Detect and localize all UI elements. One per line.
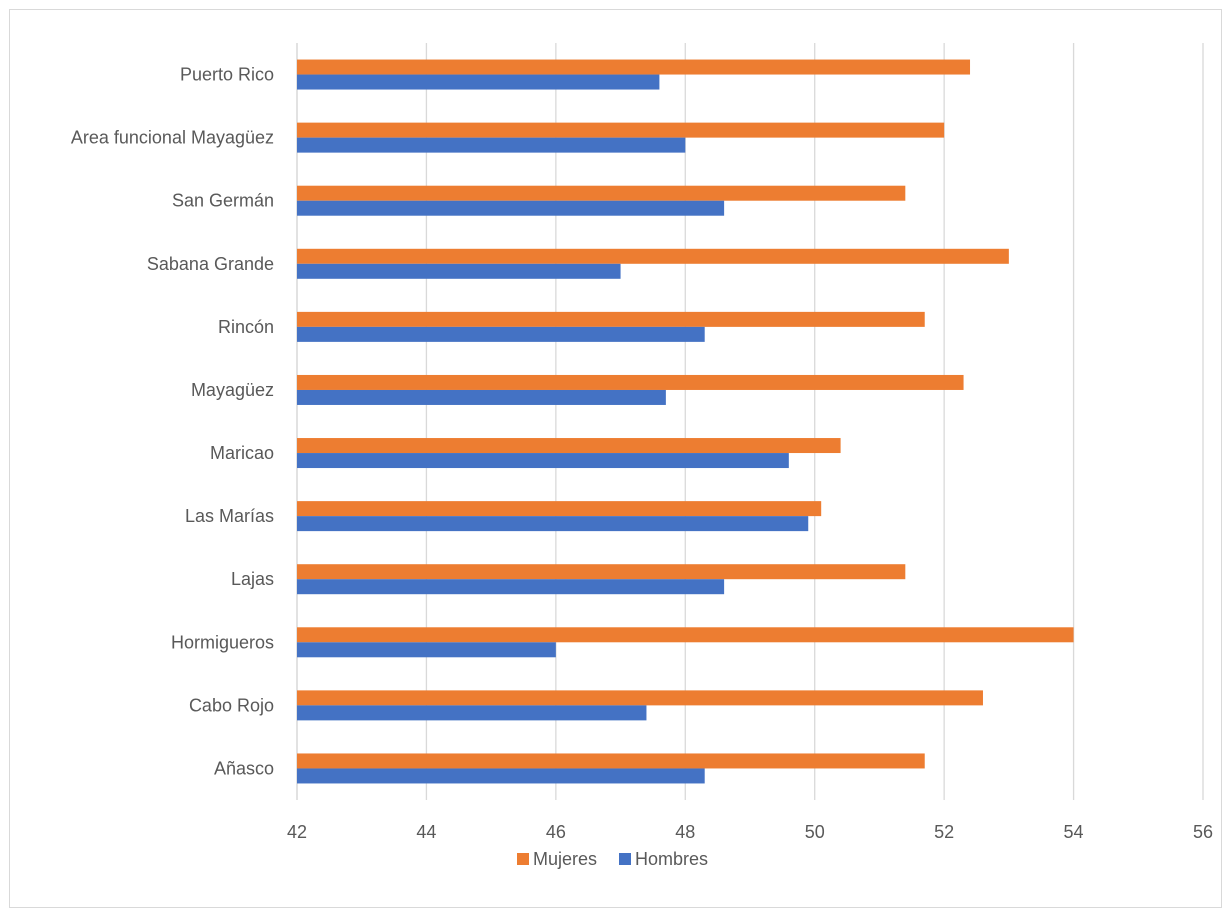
x-tick-label: 48	[675, 822, 695, 842]
category-label: San Germán	[172, 191, 274, 211]
x-tick-labels: 42 44 46 48 50 52 54 56	[287, 822, 1213, 842]
category-label: Las Marías	[185, 506, 274, 526]
bar-hombres	[297, 453, 789, 469]
bar-hombres	[297, 768, 705, 784]
category-label: Añasco	[214, 758, 274, 778]
x-tick-label: 56	[1193, 822, 1213, 842]
bar-hombres	[297, 137, 686, 153]
x-tick-label: 52	[934, 822, 954, 842]
bar-mujeres	[297, 690, 983, 706]
bar-hombres	[297, 263, 621, 279]
category-label: Sabana Grande	[147, 254, 274, 274]
bar-mujeres	[297, 627, 1074, 643]
bar-mujeres	[297, 753, 925, 769]
bar-mujeres	[297, 185, 906, 201]
category-label: Maricao	[210, 443, 274, 463]
category-label: Rincón	[218, 317, 274, 337]
legend-swatch-hombres	[619, 853, 631, 865]
bar-mujeres	[297, 438, 841, 454]
x-tick-label: 50	[805, 822, 825, 842]
bar-mujeres	[297, 122, 945, 138]
bar-mujeres	[297, 59, 971, 75]
bar-hombres	[297, 705, 647, 721]
bar-hombres	[297, 389, 666, 405]
bar-hombres	[297, 579, 725, 595]
bar-hombres	[297, 326, 705, 342]
x-tick-label: 46	[546, 822, 566, 842]
x-tick-label: 54	[1064, 822, 1084, 842]
bar-hombres	[297, 200, 725, 216]
legend: Mujeres Hombres	[517, 849, 708, 869]
legend-label-hombres: Hombres	[635, 849, 708, 869]
category-label: Hormigueros	[171, 632, 274, 652]
gridlines	[296, 43, 1204, 800]
category-label: Mayagüez	[191, 380, 274, 400]
category-label: Area funcional Mayagüez	[71, 128, 274, 148]
x-tick-label: 44	[416, 822, 436, 842]
category-label: Cabo Rojo	[189, 695, 274, 715]
category-label: Puerto Rico	[180, 65, 274, 85]
bar-hombres	[297, 642, 556, 658]
x-tick-label: 42	[287, 822, 307, 842]
category-label: Lajas	[231, 569, 274, 589]
legend-label-mujeres: Mujeres	[533, 849, 597, 869]
bar-mujeres	[297, 501, 822, 517]
bars	[297, 59, 1074, 784]
bar-hombres	[297, 516, 809, 532]
bar-mujeres	[297, 374, 964, 390]
bar-mujeres	[297, 311, 925, 327]
bar-mujeres	[297, 248, 1009, 264]
bar-mujeres	[297, 564, 906, 580]
bar-hombres	[297, 74, 660, 90]
category-labels: Puerto Rico Area funcional Mayagüez San Ge…	[71, 65, 274, 779]
legend-swatch-mujeres	[517, 853, 529, 865]
